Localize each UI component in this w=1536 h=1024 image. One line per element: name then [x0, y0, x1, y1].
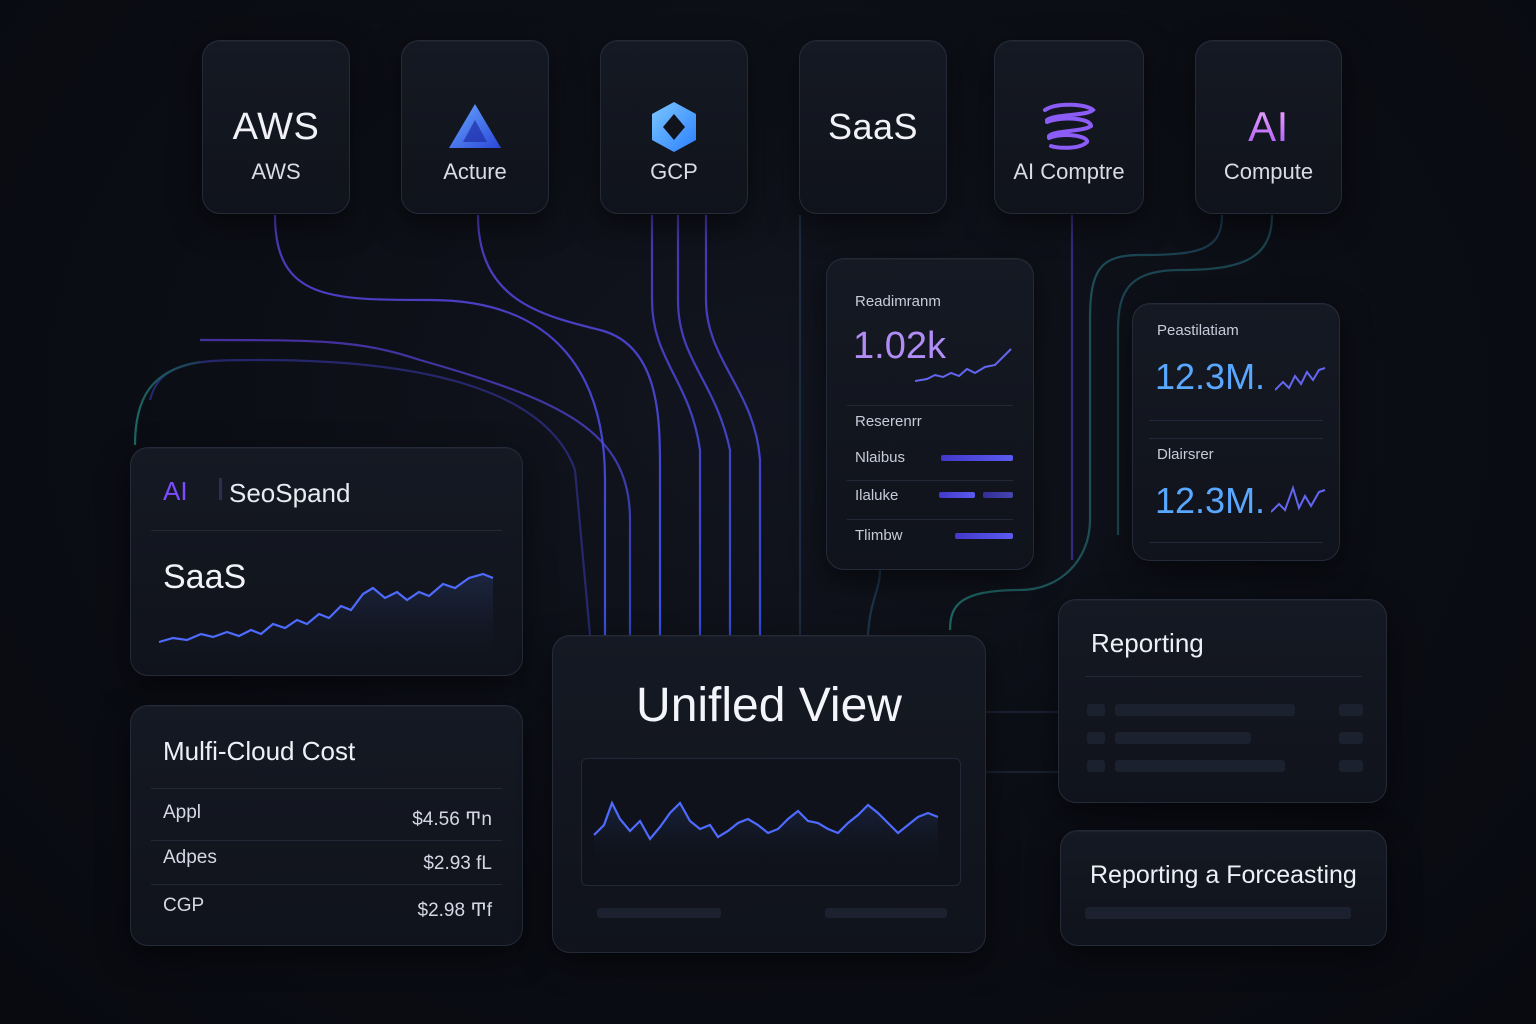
card-title: Reporting a Forceasting: [1090, 861, 1357, 889]
source-card-gcp[interactable]: GCP: [600, 40, 748, 214]
metric-label: Peastilatiam: [1157, 322, 1239, 339]
source-label: Compute: [1223, 159, 1314, 184]
source-label: GCP: [650, 159, 698, 184]
saas-logo: SaaS: [827, 106, 919, 147]
multicloud-cost-card: Mulfi-Cloud Cost Appl $4.56 Ͳn Adpes $2.…: [130, 705, 523, 946]
source-label: AWS: [251, 159, 301, 184]
wire-teal-left: [133, 360, 201, 446]
metric-value: 1.02k: [853, 325, 946, 367]
list-item-label: Nlaibus: [855, 449, 906, 466]
seospand-card: AI SeoSpand SaaS: [130, 447, 523, 676]
placeholder-bar: [1087, 732, 1105, 744]
line-chart: [593, 800, 939, 867]
placeholder-bar: [597, 908, 721, 918]
gcp-hexagon-icon: [652, 102, 696, 152]
forecast-card[interactable]: Reporting a Forceasting: [1060, 830, 1387, 946]
placeholder-bar: [1085, 907, 1351, 919]
unified-view-card: Unifled View: [552, 635, 986, 953]
placeholder-bar: [1115, 732, 1251, 744]
metric-value: 12.3M.: [1155, 356, 1266, 397]
separator: [219, 478, 222, 500]
wire-gcp-3: [704, 215, 762, 635]
wire-left-1: [199, 338, 632, 635]
cost-row-label: CGP: [163, 895, 205, 916]
cost-row-value: $2.93 fL: [423, 853, 492, 874]
source-card-azure[interactable]: Acture: [401, 40, 549, 214]
metric-label: Readimranm: [855, 293, 941, 310]
resource-card: Readimranm 1.02k Reserenrr Nlaibus Ilalu…: [826, 258, 1034, 570]
list-item-bar: [955, 533, 1013, 539]
list-item-bar: [941, 455, 1013, 461]
placeholder-bar: [1087, 704, 1105, 716]
card-title: Unifled View: [636, 679, 902, 732]
list-item-bar: [983, 492, 1013, 498]
card-title: Mulfi-Cloud Cost: [163, 736, 356, 766]
card-title: SeoSpand: [229, 478, 351, 508]
placeholder-bar: [1115, 760, 1285, 772]
card-title: Reporting: [1091, 628, 1204, 658]
ai-logo: AI: [1248, 103, 1289, 150]
wire-gcp-1: [650, 215, 702, 635]
reporting-card[interactable]: Reporting: [1058, 599, 1387, 803]
source-card-ai-compute[interactable]: AI Comptre: [994, 40, 1144, 214]
list-item-label: Ilaluke: [855, 487, 899, 504]
card-subtitle: SaaS: [163, 558, 247, 596]
source-label: Acture: [443, 159, 507, 184]
placeholder-bar: [825, 908, 947, 918]
placeholder-bar: [1087, 760, 1105, 772]
cost-row-label: Appl: [163, 802, 202, 823]
placeholder-bar: [1339, 732, 1363, 744]
cost-row-value: $4.56 Ͳn: [412, 809, 492, 830]
source-card-compute[interactable]: AI Compute: [1195, 40, 1342, 214]
wire-compute-2: [1116, 214, 1274, 535]
list-item-label: Tlimbw: [855, 527, 903, 544]
list-item-bar: [939, 492, 975, 498]
source-card-saas[interactable]: SaaS: [799, 40, 947, 214]
source-card-aws[interactable]: AWS AWS: [202, 40, 350, 214]
spend-card: Peastilatiam 12.3M. Dlairsrer 12.3M.: [1132, 303, 1340, 561]
wire-compute-1: [948, 214, 1224, 631]
section-label: Reserenrr: [855, 413, 922, 430]
source-label: AI Comptre: [1013, 159, 1125, 184]
metric-label: Dlairsrer: [1157, 446, 1214, 463]
metric-value: 12.3M.: [1155, 480, 1266, 521]
ai-badge: AI: [163, 476, 188, 506]
wire-gcp-2: [676, 215, 732, 635]
ai-swirl-icon: [1043, 102, 1096, 150]
chart-frame: [581, 758, 961, 886]
cost-row-value: $2.98 Ͳf: [417, 900, 492, 921]
placeholder-bar: [1339, 760, 1363, 772]
wire-aws: [273, 214, 607, 635]
placeholder-bar: [1115, 704, 1295, 716]
azure-triangle-icon: [449, 104, 501, 148]
sparkline: [915, 348, 1012, 382]
sparkline: [1271, 484, 1326, 513]
sparkline: [1275, 367, 1326, 391]
placeholder-bar: [1339, 704, 1363, 716]
area-chart: [158, 572, 494, 654]
cost-row-label: Adpes: [163, 847, 217, 868]
aws-logo: AWS: [232, 105, 320, 148]
wire-azure: [476, 214, 662, 635]
wire-resource-down: [866, 569, 882, 636]
